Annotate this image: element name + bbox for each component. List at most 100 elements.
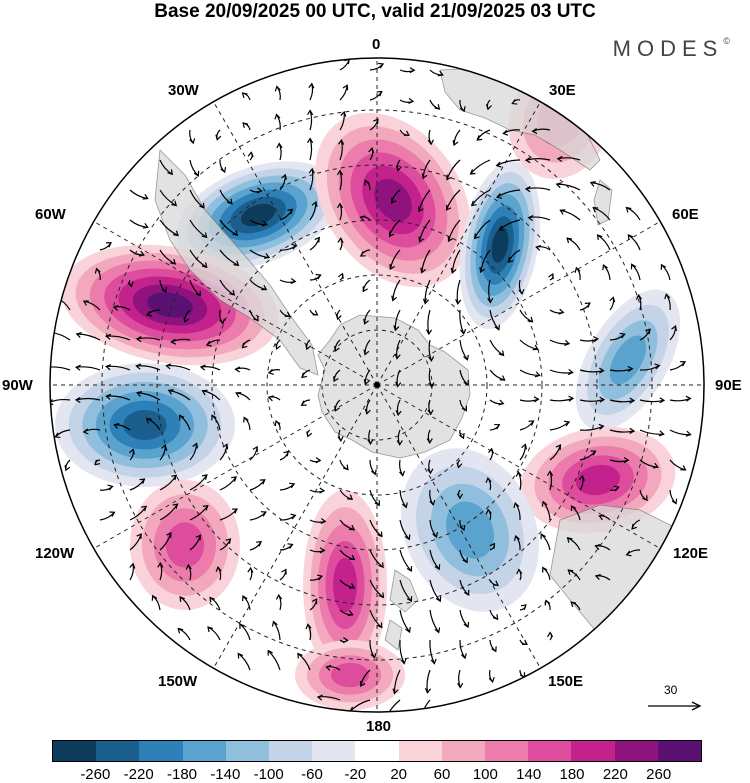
wind-vector-head xyxy=(473,233,480,240)
wind-vector-head xyxy=(378,62,385,69)
wind-vector-head xyxy=(428,356,435,362)
anomaly-contour xyxy=(123,409,167,441)
wind-vector-head xyxy=(342,84,349,91)
wind-vector-head xyxy=(594,543,601,550)
wind-vector-head xyxy=(247,151,254,158)
wind-vector xyxy=(426,669,431,693)
lon-label-30e: 30E xyxy=(549,82,576,99)
wind-vector-head xyxy=(559,209,566,215)
latitude-circle xyxy=(321,329,433,441)
wind-vector-head xyxy=(459,524,466,532)
wind-vector-head xyxy=(315,457,322,464)
wind-vector xyxy=(159,503,179,521)
wind-vector-head xyxy=(234,366,241,373)
wind-vector xyxy=(399,579,412,602)
wind-vector-head xyxy=(524,157,531,164)
wind-vector-head xyxy=(406,565,413,573)
wind-vector-head xyxy=(463,379,469,386)
wind-vector-head xyxy=(642,495,648,502)
wind-vector-head xyxy=(242,122,249,129)
wind-vector-head xyxy=(113,423,120,429)
wind-vector-head xyxy=(192,442,199,449)
wind-vector-head xyxy=(422,298,429,305)
wind-vector-head xyxy=(420,267,427,274)
wind-vector-head xyxy=(427,409,434,416)
wind-vector-head xyxy=(178,414,185,421)
wind-vector-head xyxy=(409,67,416,74)
wind-vector-head xyxy=(654,363,661,370)
wind-vector-head xyxy=(320,517,327,525)
reference-vector xyxy=(648,701,702,711)
wind-vector xyxy=(106,365,131,371)
wind-vector-head xyxy=(363,349,370,356)
wind-vector xyxy=(447,219,461,242)
south-pole-marker xyxy=(374,382,380,388)
wind-vector-head xyxy=(157,561,164,568)
wind-vector-head xyxy=(479,267,486,274)
wind-vector-head xyxy=(568,395,575,402)
wind-vector xyxy=(525,157,551,161)
wind-vector-head xyxy=(261,220,268,227)
wind-vector-head xyxy=(555,182,562,189)
wind-vector-head xyxy=(491,646,497,653)
wind-vector xyxy=(106,335,131,341)
wind-vector xyxy=(496,159,521,167)
wind-vector-head xyxy=(370,652,377,659)
wind-vector-head xyxy=(664,293,671,300)
wind-vector-head xyxy=(599,396,606,403)
wind-vector-head xyxy=(507,257,514,263)
wind-vector-head xyxy=(476,135,483,141)
wind-vector-head xyxy=(489,542,496,549)
wind-vector-head xyxy=(566,537,573,543)
wind-vector-head xyxy=(267,368,274,375)
wind-vector-head xyxy=(239,622,245,629)
wind-vector-head xyxy=(359,251,366,257)
wind-vector-head xyxy=(300,400,307,406)
wind-vector-head xyxy=(589,181,596,187)
wind-vector-head xyxy=(566,237,573,244)
wind-vector-head xyxy=(671,498,678,505)
colorbar-cell xyxy=(139,741,183,761)
wind-vector-head xyxy=(527,214,534,222)
wind-vector xyxy=(456,279,461,304)
wind-vector-head xyxy=(220,167,227,174)
wind-vector-head xyxy=(305,344,312,351)
wind-vector-head xyxy=(485,104,492,111)
wind-vector-head xyxy=(362,286,368,293)
meridian-line xyxy=(376,384,664,551)
wind-vector-head xyxy=(548,273,554,280)
wind-vector-head xyxy=(426,438,433,445)
wind-vector-head xyxy=(284,311,291,318)
wind-vector-head xyxy=(596,234,603,241)
wind-vector xyxy=(189,219,207,238)
wind-vector-head xyxy=(261,284,268,291)
wind-vector-head xyxy=(495,161,502,168)
wind-vector-head xyxy=(201,474,208,480)
wind-vector xyxy=(189,249,208,268)
colorbar-tick-label: -260 xyxy=(80,766,111,783)
wind-vector-head xyxy=(370,469,377,476)
lon-label-60w: 60W xyxy=(35,206,66,223)
wind-vector-head xyxy=(235,391,242,398)
wind-vector-head xyxy=(492,580,499,586)
wind-vector-head xyxy=(613,485,620,492)
wind-vector xyxy=(639,429,664,435)
lon-label-180: 180 xyxy=(366,718,392,735)
meridian-line xyxy=(90,384,378,551)
colorbar-tick-label: 260 xyxy=(646,766,672,783)
wind-vector-head xyxy=(267,649,273,656)
wind-vector-head xyxy=(142,222,149,229)
anomaly-contour xyxy=(575,464,621,496)
wind-vector xyxy=(470,159,491,175)
wind-vector-head xyxy=(338,272,344,279)
wind-vector-head xyxy=(170,338,177,345)
wind-vector-head xyxy=(171,200,178,207)
wind-vector-head xyxy=(623,457,630,464)
meridian-line xyxy=(376,384,543,672)
wind-vector-head xyxy=(290,278,297,285)
wind-vector-head xyxy=(94,267,101,274)
wind-vector-head xyxy=(307,109,314,116)
graticule xyxy=(50,58,704,712)
colorbar-tick-label: 140 xyxy=(516,766,542,783)
